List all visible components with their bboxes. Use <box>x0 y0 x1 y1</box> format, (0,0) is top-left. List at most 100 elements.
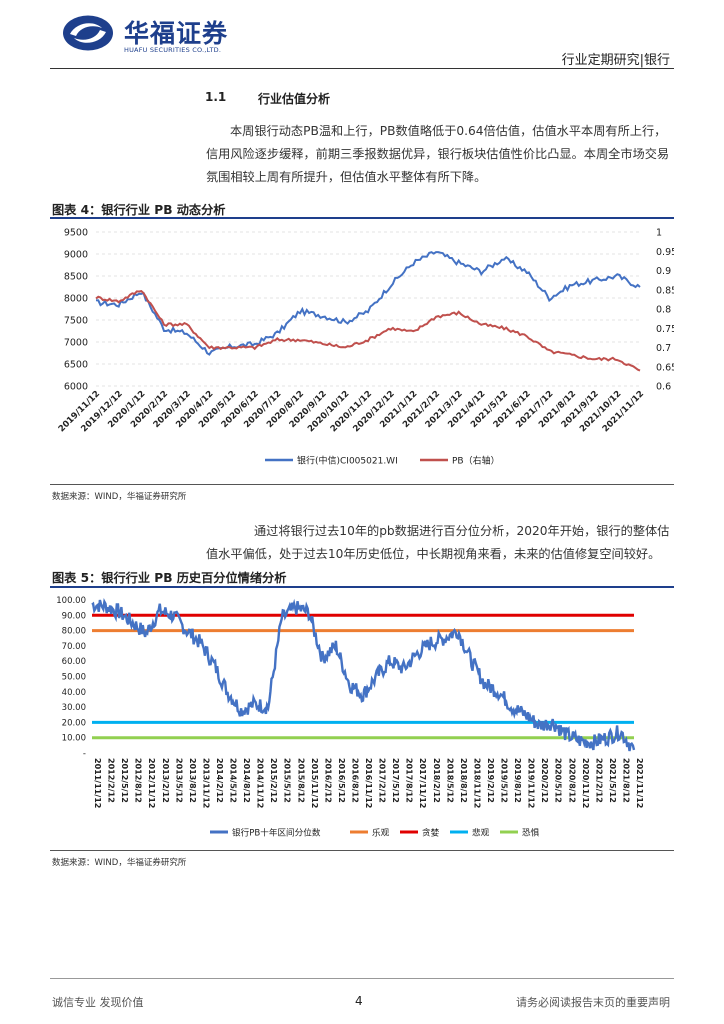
footer-disclaimer: 请务必阅读报告末页的重要声明 <box>516 996 670 1009</box>
y-tick-label: 50.00 <box>62 673 86 683</box>
x-tick-label: 2017/11/12 <box>418 758 427 808</box>
legend-label-pb: PB（右轴） <box>452 455 500 467</box>
x-tick-label: 2019/2/12 <box>486 758 495 803</box>
x-tick-label: 2018/8/12 <box>459 758 468 803</box>
figure5-bottom-rule <box>50 850 674 851</box>
brand-name-en: HUAFU SECURITIES CO.,LTD. <box>124 46 222 54</box>
y-tick-label: 20.00 <box>62 718 86 728</box>
x-tick-label: 2014/5/12 <box>229 758 238 803</box>
section-title: 行业估值分析 <box>258 92 331 106</box>
y-tick-label: 90.00 <box>62 611 86 621</box>
figure5-top-rule <box>50 586 674 588</box>
legend-fear-label: 恐惧 <box>522 828 540 839</box>
x-tick-label: 2018/5/12 <box>445 758 454 803</box>
y-tick-label: 10.00 <box>62 734 86 744</box>
report-type-label: 行业定期研究|银行 <box>561 53 670 68</box>
legend-pessimistic-label: 悲观 <box>472 827 490 839</box>
x-tick-label: 2015/2/12 <box>269 758 278 803</box>
x-tick-label: 2018/11/12 <box>472 758 481 808</box>
x-tick-label: 2011/11/12 <box>93 758 102 808</box>
header-divider <box>50 68 674 69</box>
x-tick-label: 2017/5/12 <box>391 758 400 803</box>
y-tick-label: 60.00 <box>62 657 86 667</box>
y-tick-label: 70.00 <box>62 642 86 652</box>
x-tick-label: 2021/8/12 <box>621 758 630 803</box>
legend-greedy-label: 贪婪 <box>422 827 440 839</box>
footer-divider <box>50 978 674 979</box>
x-tick-label: 2015/8/12 <box>296 758 305 803</box>
y-tick-label: 80.00 <box>62 627 86 637</box>
figure5-source: 数据来源：WIND，华福证券研究所 <box>52 858 187 868</box>
series-line-pb <box>95 290 641 372</box>
x-tick-label: 2020/5/12 <box>554 758 563 803</box>
x-tick-label: 2012/2/12 <box>107 758 116 803</box>
footer-slogan: 诚信专业 发现价值 <box>52 996 144 1009</box>
x-tick-label: 2012/5/12 <box>120 758 129 803</box>
y-right-tick-label: 0.6 <box>656 382 671 393</box>
x-tick-label: 2017/8/12 <box>405 758 414 803</box>
x-tick-label: 2021/2/12 <box>594 758 603 803</box>
y-left-tick-label: 8000 <box>64 294 88 305</box>
x-tick-label: 2016/11/12 <box>364 758 373 808</box>
y-left-tick-label: 9500 <box>64 228 88 239</box>
x-tick-label: 2016/2/12 <box>323 758 332 803</box>
x-tick-label: 2017/2/12 <box>378 758 387 803</box>
legend-optimistic-label: 乐观 <box>372 827 390 839</box>
y-right-tick-label: 0.8 <box>656 305 671 316</box>
y-tick-label: 40.00 <box>62 688 86 698</box>
x-tick-label: 2021/5/12 <box>608 758 617 803</box>
y-left-tick-label: 9000 <box>64 250 88 261</box>
pb-dynamic-chart: 9500 9000 8500 8000 7500 7000 6500 6000 1 0.95 0.9… <box>57 228 674 467</box>
x-tick-label: 2014/2/12 <box>215 758 224 803</box>
y-right-tick-label: 0.95 <box>656 247 674 258</box>
y-tick-label: 30.00 <box>62 703 86 713</box>
figure5-title: 图表 5：银行行业 PB 历史百分位情绪分析 <box>52 571 287 585</box>
y-right-tick-label: 0.7 <box>656 343 671 354</box>
x-tick-label: 2021/11/12 <box>635 758 644 808</box>
y-left-tick-label: 7000 <box>64 338 88 349</box>
y-right-tick-label: 0.9 <box>656 266 671 277</box>
pb-percentile-chart: 100.00 90.00 80.00 70.00 60.00 50.00 40.00 30.0… <box>56 596 644 839</box>
legend-percentile-label: 银行PB十年区间分位数 <box>232 827 321 839</box>
x-tick-label: 2015/11/12 <box>310 758 319 808</box>
y-right-tick-label: 0.85 <box>656 285 674 296</box>
paragraph-percentile-analysis: 通过将银行过去10年的pb数据进行百分位分析，2020年开始，银行的整体估值水平… <box>206 524 670 561</box>
x-tick-label: 2014/11/12 <box>256 758 265 808</box>
figure4-top-rule <box>50 217 674 219</box>
figure4-bottom-rule <box>50 484 674 485</box>
x-tick-label: 2013/8/12 <box>188 758 197 803</box>
x-tick-label: 2012/11/12 <box>147 758 156 808</box>
y-tick-label: 100.00 <box>56 596 86 606</box>
y-left-tick-label: 8500 <box>64 272 88 283</box>
brand-name-cn: 华福证券 <box>124 19 229 48</box>
y-left-tick-label: 6500 <box>64 360 88 371</box>
x-tick-label: 2020/2/12 <box>540 758 549 803</box>
series-line-bank-index <box>95 251 641 356</box>
figure4-source: 数据来源：WIND，华福证券研究所 <box>52 492 187 502</box>
y-left-tick-label: 6000 <box>64 382 88 393</box>
x-tick-label: 2019/5/12 <box>500 758 509 803</box>
x-tick-label: 2020/11/12 <box>581 758 590 808</box>
series-line-percentile <box>91 597 636 752</box>
x-tick-label: 2019/8/12 <box>513 758 522 803</box>
y-tick-label: - <box>83 749 86 759</box>
y-left-tick-label: 7500 <box>64 316 88 327</box>
x-tick-label: 2020/8/12 <box>567 758 576 803</box>
x-tick-label: 2019/11/12 <box>527 758 536 808</box>
figure4-title: 图表 4：银行行业 PB 动态分析 <box>52 203 226 217</box>
x-tick-label: 2015/5/12 <box>283 758 292 803</box>
y-right-tick-label: 1 <box>656 228 662 239</box>
x-tick-label: 2012/8/12 <box>134 758 143 803</box>
legend-label-bank-index: 银行(中信)CI005021.WI <box>297 455 398 467</box>
x-tick-label: 2013/11/12 <box>201 758 210 808</box>
x-tick-label: 2013/2/12 <box>161 758 170 803</box>
y-right-tick-label: 0.75 <box>656 324 674 335</box>
page-number: 4 <box>355 994 363 1008</box>
x-tick-label: 2013/5/12 <box>174 758 183 803</box>
x-tick-label: 2016/5/12 <box>337 758 346 803</box>
x-tick-label: 2016/8/12 <box>350 758 359 803</box>
y-right-tick-label: 0.65 <box>656 362 674 373</box>
company-logo-icon <box>63 15 113 51</box>
section-number: 1.1 <box>205 90 227 104</box>
x-tick-label: 2014/8/12 <box>242 758 251 803</box>
